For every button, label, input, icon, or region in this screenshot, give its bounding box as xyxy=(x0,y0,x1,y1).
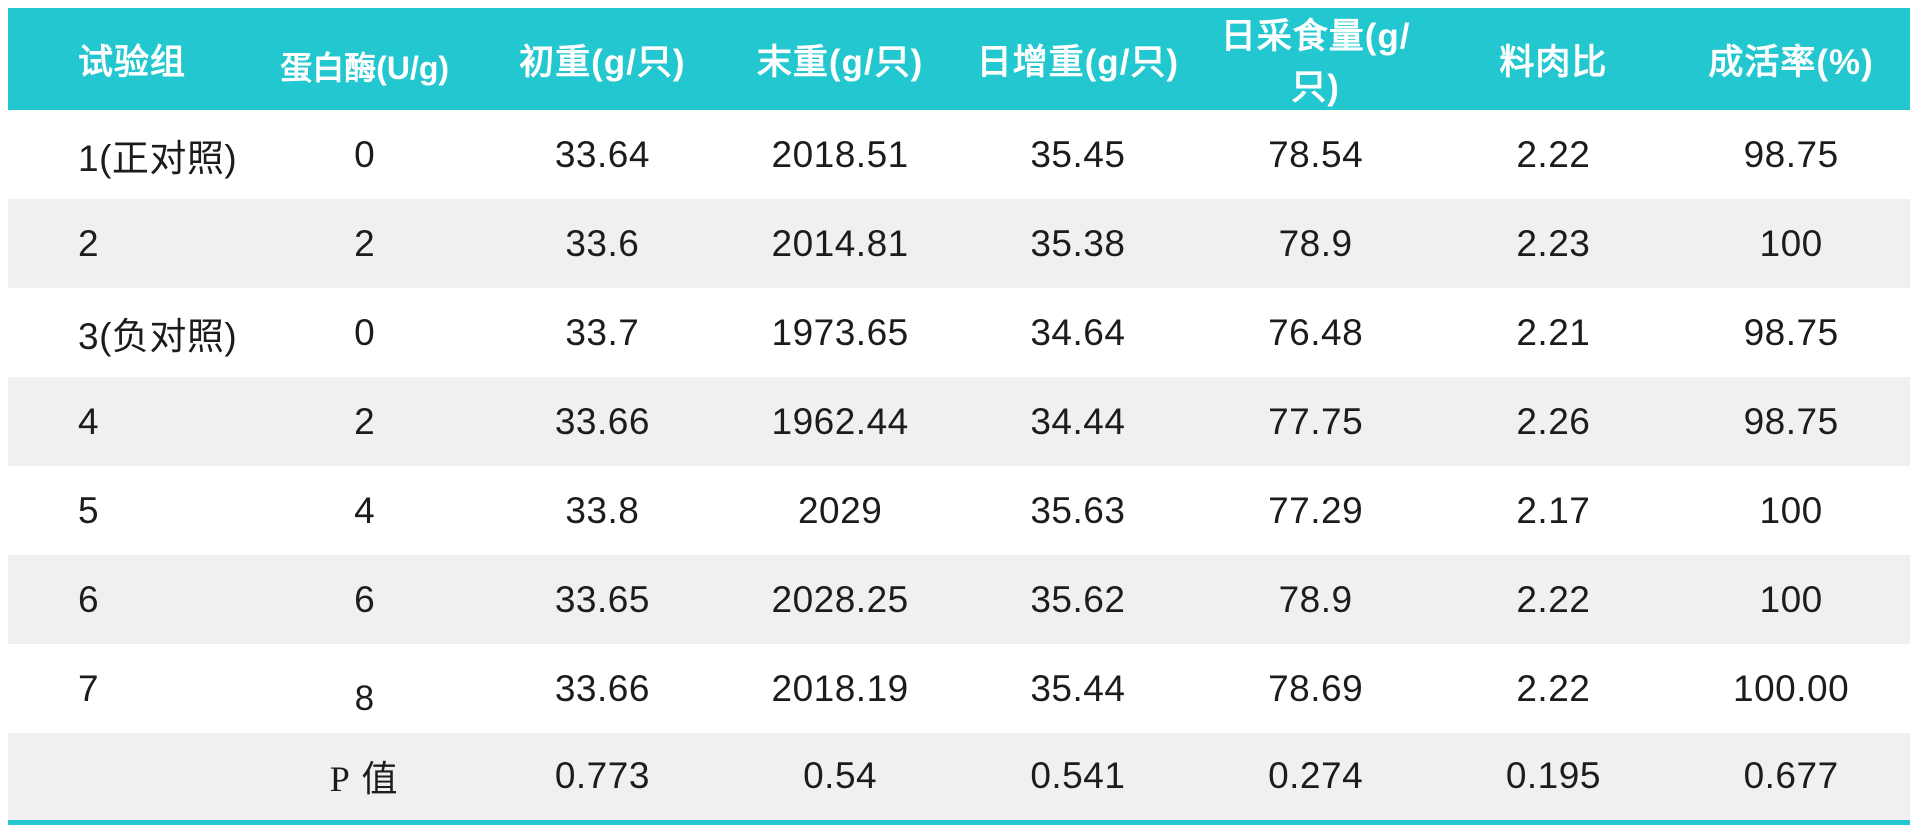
table-cell: 100 xyxy=(1759,578,1823,620)
header-daily-gain: 日增重(g/只) xyxy=(959,8,1197,110)
table-cell: 78.69 xyxy=(1268,667,1364,709)
table-cell: 33.6 xyxy=(565,222,640,264)
table-cell: 98.75 xyxy=(1743,311,1839,353)
table-cell: 76.48 xyxy=(1268,311,1364,353)
table-row: 4 2 33.66 1962.44 34.44 77.75 2.26 98.75 xyxy=(8,377,1910,466)
table-cell: 77.75 xyxy=(1268,400,1364,442)
table-cell: 100 xyxy=(1759,489,1823,531)
table-cell: 33.64 xyxy=(554,133,650,175)
table-cell: 2029 xyxy=(797,489,883,531)
table-cell: 100.00 xyxy=(1733,667,1850,709)
table-cell: 35.38 xyxy=(1030,222,1126,264)
table-cell: 100 xyxy=(1759,222,1823,264)
table-row: 7 8 33.66 2018.19 35.44 78.69 2.22 100.00 xyxy=(8,644,1910,733)
table-cell: 33.66 xyxy=(554,400,650,442)
table-header: 试验组 蛋白酶(U/g) 初重(g/只) 末重(g/只) 日增重(g/只) 日采… xyxy=(8,8,1910,110)
table-cell: 0.773 xyxy=(554,755,650,797)
table-cell: 2.22 xyxy=(1516,667,1591,709)
table-cell: 2.21 xyxy=(1516,311,1591,353)
table-row: 1(正对照) 0 33.64 2018.51 35.45 78.54 2.22 98.75 xyxy=(8,110,1910,199)
table-cell: 78.54 xyxy=(1268,133,1364,175)
table-cell: 0.54 xyxy=(803,755,878,797)
header-test-group: 试验组 xyxy=(8,8,246,110)
cell-test-group: 7 xyxy=(78,667,100,709)
table-cell: 78.9 xyxy=(1278,578,1353,620)
p-value-label: P 值 xyxy=(329,759,400,800)
table-cell: 33.7 xyxy=(565,311,640,353)
table-cell: 2.26 xyxy=(1516,400,1591,442)
table-cell: 4 xyxy=(354,489,376,531)
table-body: 1(正对照) 0 33.64 2018.51 35.45 78.54 2.22 98.75 2 2… xyxy=(8,110,1910,822)
table-cell: 33.66 xyxy=(554,667,650,709)
table-cell: 0.195 xyxy=(1505,755,1601,797)
table-cell: 2.23 xyxy=(1516,222,1591,264)
table-row: 3(负对照) 0 33.7 1973.65 34.64 76.48 2.21 98.75 xyxy=(8,288,1910,377)
header-feed-conversion-ratio: 料肉比 xyxy=(1434,8,1673,110)
cell-test-group: 4 xyxy=(78,400,100,442)
header-daily-feed-intake: 日采食量(g/只) xyxy=(1196,8,1435,110)
table-cell: 0.677 xyxy=(1743,755,1839,797)
table-cell: 35.45 xyxy=(1030,133,1126,175)
table-cell: 35.63 xyxy=(1030,489,1126,531)
table-cell: 1962.44 xyxy=(771,400,909,442)
table-cell: 34.64 xyxy=(1030,311,1126,353)
table-cell: 2 xyxy=(354,222,376,264)
table-cell: 33.65 xyxy=(554,578,650,620)
table-cell: 34.44 xyxy=(1030,400,1126,442)
table-cell: 2028.25 xyxy=(771,578,909,620)
table-cell: 78.9 xyxy=(1278,222,1353,264)
table-row: 5 4 33.8 2029 35.63 77.29 2.17 100 xyxy=(8,466,1910,555)
table-row: 2 2 33.6 2014.81 35.38 78.9 2.23 100 xyxy=(8,199,1910,288)
cell-test-group: 5 xyxy=(78,489,100,531)
table-cell: 77.29 xyxy=(1268,489,1364,531)
table-cell: 0 xyxy=(354,133,376,175)
table-cell: 2018.19 xyxy=(771,667,909,709)
header-survival-rate: 成活率(%) xyxy=(1672,8,1910,110)
cell-test-group: 2 xyxy=(78,222,100,264)
header-protease: 蛋白酶(U/g) xyxy=(245,8,484,110)
experiment-results-table: 试验组 蛋白酶(U/g) 初重(g/只) 末重(g/只) 日增重(g/只) 日采… xyxy=(8,8,1910,825)
table-cell: 6 xyxy=(354,578,376,620)
table-cell: 0.274 xyxy=(1268,755,1364,797)
table-cell: 0.541 xyxy=(1030,755,1126,797)
cell-test-group: 3(负对照) xyxy=(78,315,238,357)
cell-test-group: 6 xyxy=(78,578,100,620)
table-cell: 98.75 xyxy=(1743,400,1839,442)
table-cell: 2.17 xyxy=(1516,489,1591,531)
table-cell: 2 xyxy=(354,400,376,442)
table-cell: 0 xyxy=(354,311,376,353)
table-row: 6 6 33.65 2028.25 35.62 78.9 2.22 100 xyxy=(8,555,1910,644)
table-cell: 35.62 xyxy=(1030,578,1126,620)
table-cell: 2.22 xyxy=(1516,133,1591,175)
table-cell: 2018.51 xyxy=(771,133,909,175)
table-cell: 98.75 xyxy=(1743,133,1839,175)
table-cell: 2.22 xyxy=(1516,578,1591,620)
table-cell: 33.8 xyxy=(565,489,640,531)
table-cell: 1973.65 xyxy=(771,311,909,353)
header-final-weight: 末重(g/只) xyxy=(721,8,959,110)
cell-test-group: 1(正对照) xyxy=(78,137,238,179)
cell-test-group xyxy=(8,733,246,822)
table-cell-text: 8 xyxy=(354,678,375,718)
results-table-container: 试验组 蛋白酶(U/g) 初重(g/只) 末重(g/只) 日增重(g/只) 日采… xyxy=(8,8,1910,825)
header-initial-weight: 初重(g/只) xyxy=(483,8,722,110)
header-row: 试验组 蛋白酶(U/g) 初重(g/只) 末重(g/只) 日增重(g/只) 日采… xyxy=(8,8,1910,110)
table-row: P 值 0.773 0.54 0.541 0.274 0.195 0.677 xyxy=(8,733,1910,822)
table-cell: 8 xyxy=(246,644,484,733)
table-cell: 35.44 xyxy=(1030,667,1126,709)
table-cell: 2014.81 xyxy=(771,222,909,264)
